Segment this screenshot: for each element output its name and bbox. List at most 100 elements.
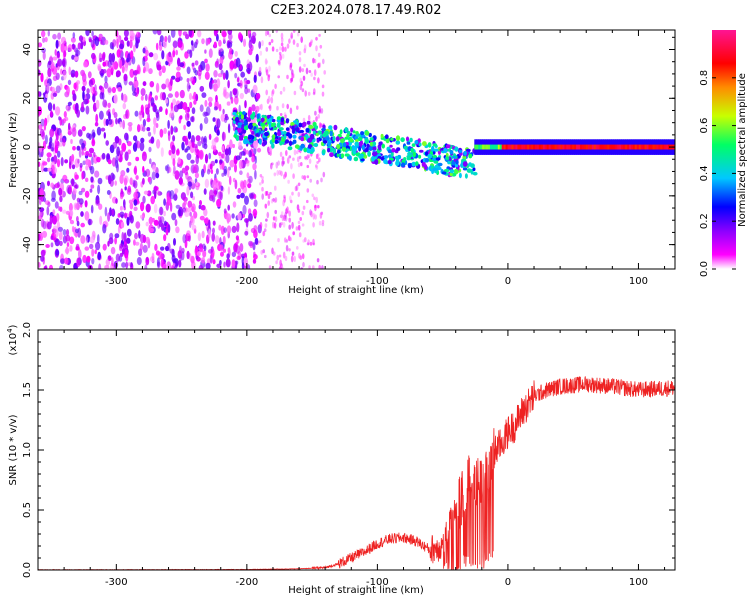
heatmap-cell <box>266 114 271 119</box>
heatmap-cell <box>80 235 86 244</box>
heatmap-cell <box>441 171 447 175</box>
heatmap-cell <box>95 113 99 124</box>
heatmap-cell <box>82 90 85 101</box>
heatmap-cell <box>445 156 450 160</box>
heatmap-cell <box>60 36 67 45</box>
heatmap-cell <box>511 144 514 150</box>
heatmap-cell <box>208 48 213 58</box>
heatmap-cell <box>114 180 117 186</box>
heatmap-cell <box>582 144 585 150</box>
heatmap-cell <box>403 157 407 162</box>
heatmap-cell <box>424 158 430 163</box>
heatmap-cell <box>85 158 90 166</box>
heatmap-cell <box>229 139 233 150</box>
heatmap-cell <box>315 164 318 168</box>
heatmap-cell <box>295 184 299 191</box>
heatmap-cell <box>261 114 266 119</box>
heatmap-cell <box>63 50 67 58</box>
heatmap-cell <box>202 250 207 258</box>
heatmap-cell <box>97 65 102 72</box>
heatmap-cell <box>595 144 599 150</box>
heatmap-cell <box>47 180 50 187</box>
heatmap-cell <box>383 155 389 159</box>
heatmap-cell <box>308 158 312 164</box>
heatmap-cell <box>548 144 552 150</box>
heatmap-cell <box>371 146 377 151</box>
heatmap-cell <box>242 38 247 47</box>
heatmap-cell <box>199 247 204 253</box>
heatmap-cell <box>244 138 249 145</box>
heatmap-cell <box>274 216 278 223</box>
heatmap-cell <box>435 157 441 161</box>
heatmap-cell <box>77 158 80 164</box>
heatmap-cell <box>213 106 218 111</box>
heatmap-cell <box>261 176 264 180</box>
heatmap-cell <box>133 199 138 206</box>
heatmap-cell <box>186 146 191 151</box>
heatmap-cell <box>43 197 46 203</box>
heatmap-cell <box>239 134 244 141</box>
heatmap-cell <box>99 110 104 120</box>
heatmap-cell <box>41 230 48 238</box>
heatmap-cell <box>237 212 242 221</box>
heatmap-cell <box>286 103 290 110</box>
heatmap-cell <box>191 107 196 115</box>
heatmap-cell <box>75 49 81 56</box>
heatmap-cell <box>295 127 300 133</box>
heatmap-cell <box>300 162 303 167</box>
heatmap-cell <box>220 251 224 257</box>
heatmap-cell <box>293 255 297 262</box>
heatmap-cell <box>115 70 121 77</box>
heatmap-cell <box>289 237 292 242</box>
heatmap-cell <box>72 32 76 39</box>
heatmap-cell <box>284 216 288 222</box>
heatmap-cell <box>230 96 234 104</box>
heatmap-cell <box>361 144 365 151</box>
heatmap-cell <box>254 155 257 164</box>
heatmap-cell <box>215 94 218 103</box>
heatmap-cell <box>236 194 241 199</box>
heatmap-cell <box>314 125 318 130</box>
heatmap-cell <box>352 148 357 155</box>
heatmap-cell <box>178 177 183 185</box>
heatmap-cell <box>155 172 160 179</box>
heatmap-cell <box>90 84 94 94</box>
heatmap-cell <box>281 53 285 59</box>
heatmap-cell <box>175 226 180 234</box>
heatmap-cell <box>296 42 299 48</box>
heatmap-cell <box>50 182 54 188</box>
heatmap-cell <box>197 140 202 147</box>
heatmap-cell <box>240 192 245 199</box>
heatmap-cell <box>265 60 269 64</box>
heatmap-cell <box>314 110 317 116</box>
heatmap-cell <box>154 95 158 101</box>
heatmap-cell <box>556 144 559 150</box>
heatmap-cell <box>208 101 213 108</box>
heatmap-cell <box>509 144 512 150</box>
heatmap-cell <box>77 42 82 50</box>
heatmap-cell <box>149 228 155 233</box>
heatmap-cell <box>246 149 249 155</box>
heatmap-cell <box>346 133 350 138</box>
heatmap-cell <box>99 92 104 100</box>
heatmap-cell <box>195 135 201 142</box>
heatmap-cell <box>56 213 60 222</box>
heatmap-cell <box>80 40 84 50</box>
heatmap-cell <box>264 223 268 228</box>
heatmap-cell <box>285 239 289 243</box>
heatmap-cell <box>312 57 315 64</box>
heatmap-cell <box>212 259 216 265</box>
heatmap-cell <box>212 220 216 226</box>
heatmap-cell <box>210 169 214 175</box>
heatmap-cell <box>224 113 228 119</box>
heatmap-cell <box>253 199 258 207</box>
heatmap-cell <box>95 241 101 251</box>
heatmap-cell <box>248 150 252 158</box>
heatmap-cell <box>156 64 162 71</box>
heatmap-cell <box>601 144 604 150</box>
heatmap-cell <box>154 190 157 200</box>
heatmap-cell <box>201 168 205 178</box>
heatmap-cell <box>66 242 70 247</box>
heatmap-cell <box>284 255 288 262</box>
heatmap-cell <box>179 170 184 178</box>
